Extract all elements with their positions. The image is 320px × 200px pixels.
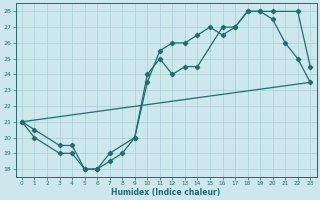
X-axis label: Humidex (Indice chaleur): Humidex (Indice chaleur) <box>111 188 221 197</box>
